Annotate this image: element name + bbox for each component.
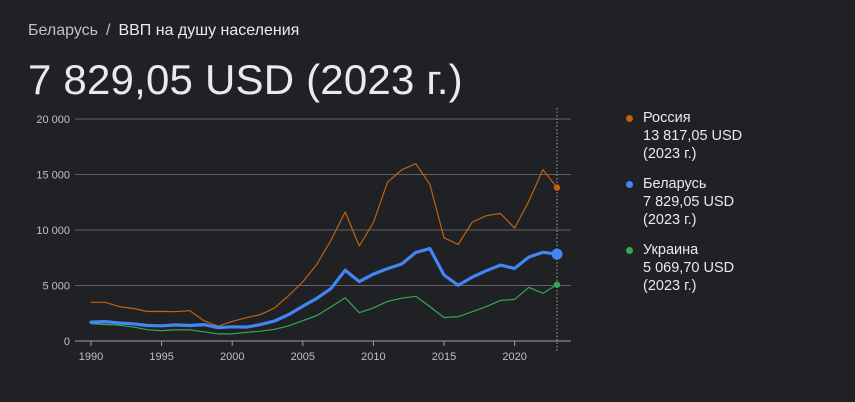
legend-item-belarus[interactable]: Беларусь 7 829,05 USD (2023 г.)	[626, 175, 846, 229]
series-line-1[interactable]	[89, 247, 559, 330]
headline-value: 7 829,05 USD (2023 г.)	[28, 56, 463, 103]
breadcrumb-parent[interactable]: Беларусь	[28, 22, 98, 39]
y-axis-ticks: 0 5 000 10 000 15 000 20 000	[36, 114, 70, 348]
breadcrumb-current: ВВП на душу населения	[118, 22, 300, 39]
y-tick-label: 0	[64, 336, 70, 348]
legend-name: Россия	[643, 110, 691, 126]
x-tick-label: 2020	[502, 351, 526, 363]
highlight-markers	[551, 108, 563, 352]
chart-legend: Россия 13 817,05 USD (2023 г.) Беларусь …	[626, 109, 846, 307]
legend-year: (2023 г.)	[643, 212, 697, 228]
legend-value: 13 817,05 USD	[643, 128, 743, 144]
y-tick-label: 15 000	[36, 170, 70, 182]
breadcrumb: Беларусь / ВВП на душу населения	[28, 22, 299, 40]
x-tick-label: 2010	[361, 351, 385, 363]
highlight-point-0	[553, 184, 561, 191]
legend-dot-ukraine	[626, 247, 633, 254]
legend-name: Украина	[643, 242, 699, 258]
legend-value: 7 829,05 USD	[643, 194, 735, 210]
highlight-point-2	[553, 281, 561, 288]
y-tick-label: 5 000	[42, 281, 70, 293]
legend-item-ukraine[interactable]: Украина 5 069,70 USD (2023 г.)	[626, 241, 846, 295]
legend-year: (2023 г.)	[643, 146, 697, 162]
breadcrumb-separator: /	[105, 22, 111, 39]
legend-dot-russia	[626, 115, 633, 122]
legend-item-russia[interactable]: Россия 13 817,05 USD (2023 г.)	[626, 109, 846, 163]
legend-dot-belarus	[626, 181, 633, 188]
highlight-point-1	[551, 248, 563, 260]
legend-name: Беларусь	[643, 176, 707, 192]
x-tick-label: 1995	[149, 351, 173, 363]
legend-year: (2023 г.)	[643, 278, 697, 294]
x-tick-label: 1990	[79, 351, 103, 363]
chart-series	[89, 163, 559, 335]
legend-value: 5 069,70 USD	[643, 260, 735, 276]
y-tick-label: 10 000	[36, 225, 70, 237]
x-tick-label: 2005	[291, 351, 315, 363]
y-tick-label: 20 000	[36, 114, 70, 126]
series-line-0[interactable]	[90, 163, 558, 327]
chart-grid	[75, 118, 571, 342]
x-axis-ticks: 1990 1995 2000 2005 2010 2015 2020	[79, 341, 527, 363]
series-line-2[interactable]	[90, 284, 558, 335]
x-tick-label: 2015	[432, 351, 456, 363]
x-tick-label: 2000	[220, 351, 244, 363]
